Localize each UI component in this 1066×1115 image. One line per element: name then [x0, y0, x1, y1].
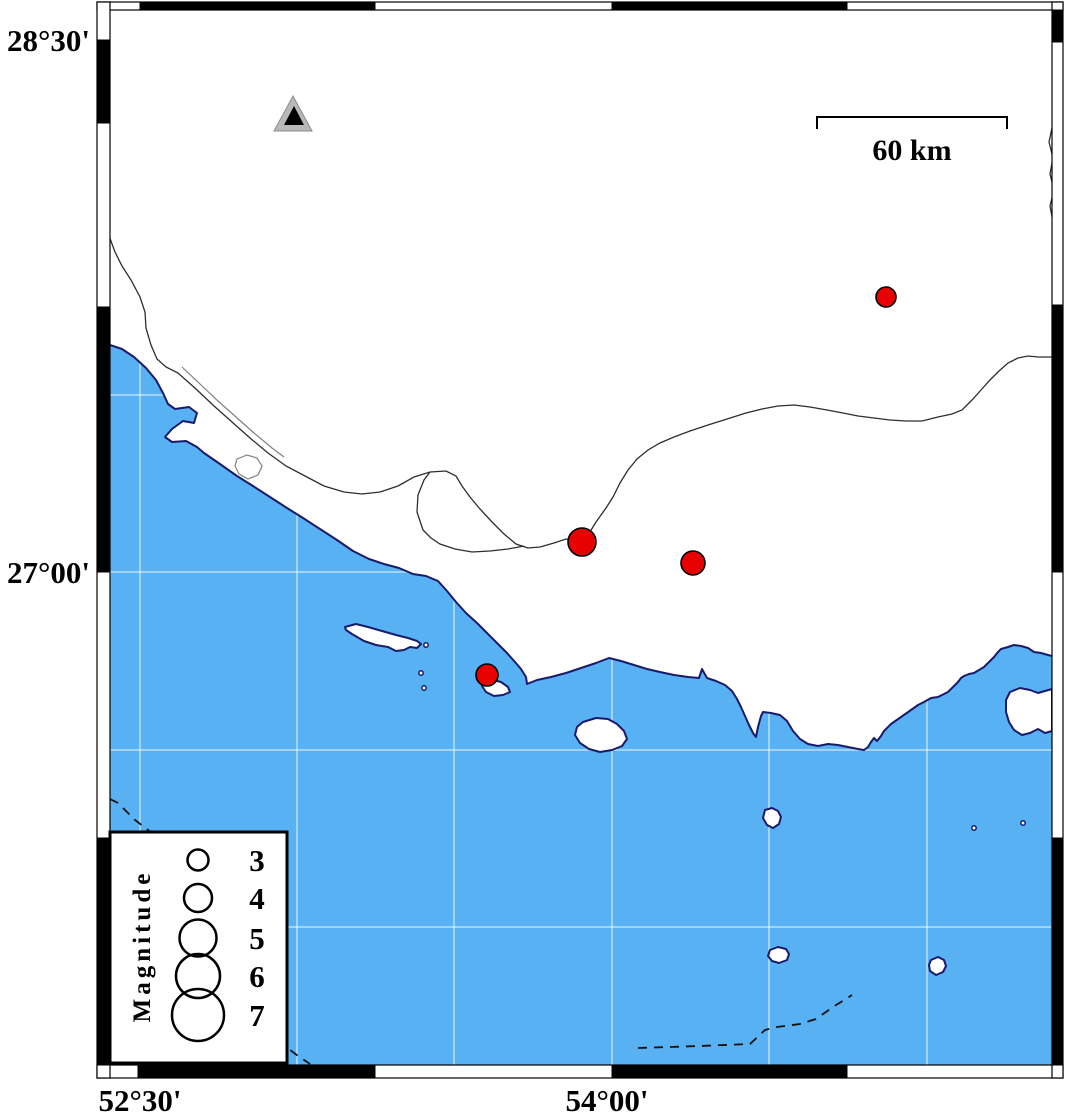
frame-black-segment [139, 1, 376, 11]
island [767, 946, 790, 964]
islet [418, 670, 424, 676]
maritime-boundary-dashed [637, 994, 853, 1049]
scalebar-bracket [816, 116, 1008, 129]
lon-label-5230: 52°30' [98, 1083, 181, 1115]
sea-layer [110, 345, 1052, 1065]
island [574, 717, 628, 753]
sea-polygon [110, 345, 1052, 1065]
frame-black-segment [1051, 9, 1064, 43]
frame-black-segment [96, 837, 111, 1066]
lon-label-5400: 54°00' [565, 1083, 648, 1115]
islet [1020, 820, 1026, 826]
frame-black-segment [1051, 837, 1064, 1066]
map-frame [96, 1, 1064, 1079]
legend-magnitude-circle [170, 987, 226, 1043]
earthquake-layer [475, 286, 897, 687]
legend-title: Magnitude [129, 870, 156, 1023]
frame-black-segment [611, 1, 848, 11]
island [762, 807, 782, 829]
earthquake-marker [475, 663, 499, 687]
frame-black-segment [137, 1064, 376, 1079]
island [344, 623, 422, 652]
border-line-secondary [234, 454, 263, 480]
legend-magnitude-circle [186, 848, 210, 872]
magnitude-legend: Magnitude 3 4 5 6 7 [108, 830, 289, 1065]
border-line-secondary [181, 366, 285, 458]
islet [421, 685, 427, 691]
border-line [416, 471, 525, 553]
scalebar-label: 60 km [872, 134, 951, 167]
islet [423, 642, 429, 648]
legend-label-3: 3 [249, 843, 265, 878]
legend-label-6: 6 [249, 959, 265, 994]
islet [971, 825, 977, 831]
legend-magnitude-circle [174, 952, 222, 1000]
legend-label-7: 7 [249, 998, 265, 1033]
coastline-layer [109, 344, 1053, 751]
scalebar: 60 km [816, 116, 1008, 167]
legend-label-4: 4 [249, 881, 265, 916]
island [928, 956, 947, 976]
lat-label-2700: 27°00' [7, 555, 90, 590]
coastline [109, 344, 1053, 751]
station-inner-triangle [284, 106, 304, 125]
legend-circles [170, 848, 226, 1043]
frame-black-segment [96, 39, 111, 124]
earthquake-marker [567, 527, 597, 557]
frame-black-segment [96, 306, 111, 573]
border-line [1048, 127, 1055, 223]
earthquake-marker [875, 286, 897, 308]
legend-magnitude-circle [182, 882, 214, 914]
axis-annotations: 28°30' 27°00' 52°30' 54°00' [7, 23, 649, 1115]
legend-magnitude-circle [178, 918, 218, 958]
earthquake-marker [680, 550, 706, 576]
island [1005, 687, 1053, 736]
lat-label-2830: 28°30' [7, 23, 90, 58]
station-triangle-marker [273, 94, 313, 132]
frame-black-segment [611, 1064, 848, 1079]
legend-label-5: 5 [249, 921, 265, 956]
frame-black-segment [1051, 304, 1064, 573]
